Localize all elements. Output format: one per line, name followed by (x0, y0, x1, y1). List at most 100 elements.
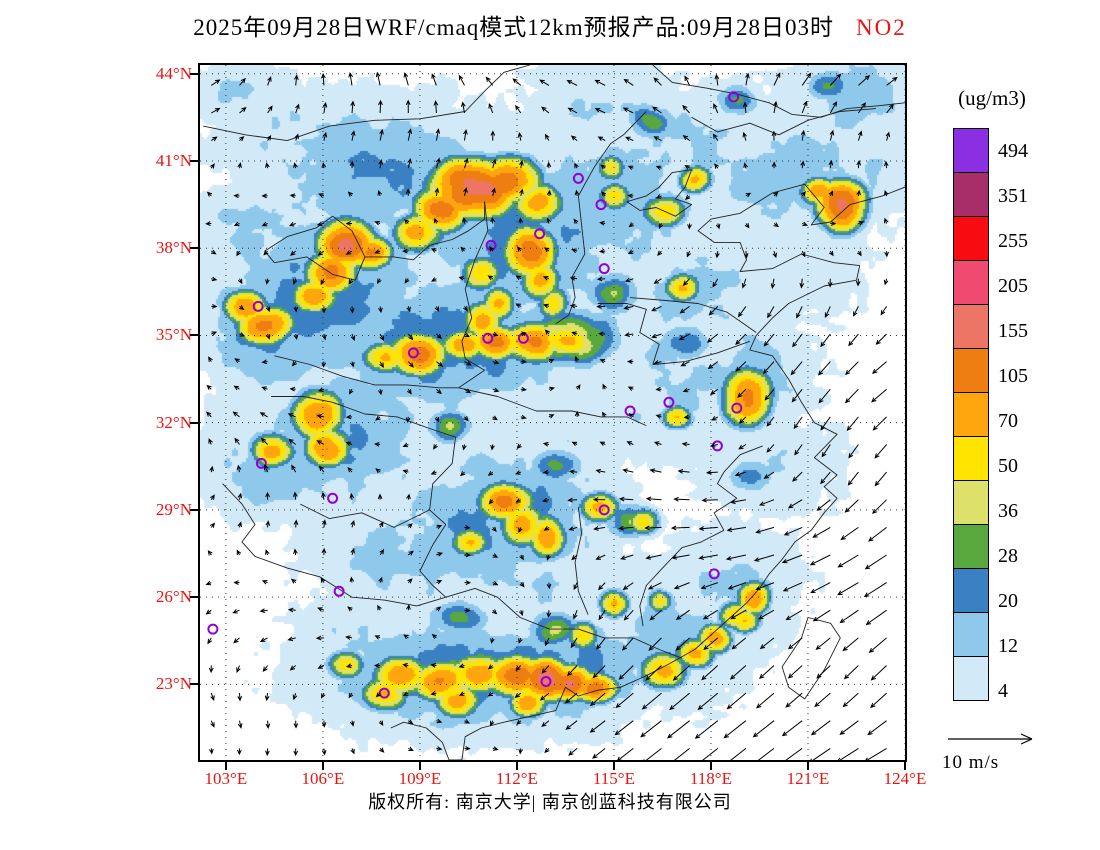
wind-arrow (287, 413, 296, 418)
wind-arrow (828, 190, 834, 197)
wind-arrow (259, 412, 268, 418)
wind-arrow (600, 164, 606, 170)
wind-arrow (824, 306, 831, 318)
wind-arrow (492, 415, 498, 421)
lon-tick-label: 112°E (495, 769, 538, 788)
wind-arrow (347, 191, 353, 197)
wind-arrow (573, 610, 578, 620)
boundary-path (203, 65, 531, 142)
wind-arrow (348, 71, 354, 86)
wind-arrow (520, 414, 527, 420)
station-marker (255, 457, 267, 469)
wind-arrow (814, 692, 831, 708)
wind-arrow (321, 491, 326, 500)
wind-arrow (886, 76, 898, 86)
wind-arrow (757, 748, 775, 760)
wind-arrow (377, 493, 383, 500)
wind-arrow (568, 526, 578, 531)
boundary-path (364, 201, 486, 261)
wind-arrow (839, 609, 859, 624)
wind-arrow (435, 606, 442, 612)
colorbar-cell (953, 128, 989, 173)
wind-arrow (289, 250, 297, 256)
wind-arrow (622, 468, 634, 473)
wind-arrow (436, 388, 442, 395)
wind-arrow (574, 162, 579, 169)
wind-arrow (403, 72, 409, 86)
wind-arrow (491, 609, 498, 615)
wind-arrow (773, 191, 779, 197)
wind-arrow (461, 101, 466, 114)
wind-arrow (706, 333, 719, 343)
wind-arrow (744, 223, 750, 229)
wind-arrow (546, 217, 551, 224)
wind-arrow (810, 720, 831, 736)
wind-arrow (236, 549, 242, 556)
wind-arrow (236, 250, 241, 257)
colorbar-tick-label: 36 (998, 500, 1018, 522)
wind-arrow (541, 497, 550, 503)
wind-arrow (237, 748, 242, 756)
wind-arrow (569, 469, 578, 475)
boundary-path (626, 169, 693, 217)
colorbar-cell (953, 436, 989, 481)
wind-arrow (752, 720, 775, 738)
wind-arrow (464, 332, 470, 338)
wind-arrow (725, 554, 747, 561)
lon-tick-label: 103°E (204, 769, 248, 788)
lon-tick-mark (612, 762, 615, 770)
wind-arrow (620, 554, 634, 560)
wind-arrow (541, 665, 550, 674)
concentration-field-canvas (200, 65, 905, 760)
species-label: NO2 (856, 15, 907, 40)
wind-arrow (625, 136, 634, 142)
station-marker (711, 440, 723, 452)
wind-arrow (742, 101, 748, 114)
wind-arrow (785, 609, 803, 621)
wind-arrow (884, 251, 889, 258)
wind-arrow (801, 100, 808, 114)
wind-arrow (597, 136, 606, 142)
wind-arrow (485, 76, 494, 86)
wind-arrow (682, 387, 690, 393)
wind-arrow (595, 468, 606, 474)
wind-arrow (464, 388, 472, 394)
wind-arrow (287, 607, 296, 613)
wind-arrow (209, 465, 214, 473)
wind-arrow (434, 306, 439, 312)
wind-arrow (293, 333, 299, 341)
wind-arrow (321, 547, 327, 556)
wind-arrow (702, 609, 719, 620)
wind-arrow (792, 471, 803, 482)
wind-arrow (349, 720, 355, 727)
wind-arrow (464, 719, 471, 724)
wind-arrow (293, 74, 299, 86)
wind-arrow (569, 303, 578, 309)
wind-arrow (857, 130, 863, 141)
wind-arrow (737, 306, 747, 318)
wind-arrow (571, 248, 578, 253)
wind-arrow (489, 246, 494, 252)
wind-arrow (701, 497, 718, 503)
wind-arrow (209, 748, 214, 755)
wind-arrow (678, 333, 690, 341)
wind-arrow (460, 471, 466, 477)
wind-arrow (321, 519, 327, 528)
wind-arrow (863, 582, 887, 598)
colorbar-tick-label: 351 (998, 185, 1028, 207)
wind-arrow (259, 608, 268, 613)
wind-arrow (858, 75, 871, 86)
wind-arrow (542, 276, 550, 281)
wind-arrow (210, 494, 215, 500)
wind-arrow (267, 76, 272, 86)
lon-tick-label: 106°E (301, 769, 345, 788)
wind-arrow (599, 441, 606, 446)
wind-arrow (687, 223, 692, 230)
wind-arrow (682, 278, 690, 286)
wind-arrow (872, 416, 887, 431)
wind-arrow (865, 747, 887, 760)
wind-arrow (460, 246, 466, 252)
wind-arrow (715, 223, 721, 230)
boundary-path (652, 340, 750, 365)
wind-arrow (842, 692, 859, 708)
